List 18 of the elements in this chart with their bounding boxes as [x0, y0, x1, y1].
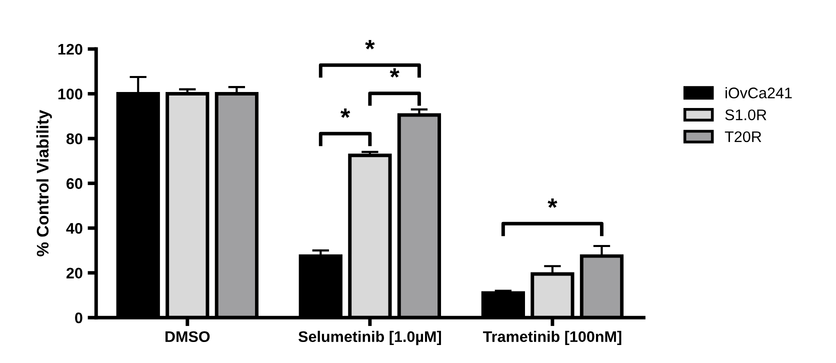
- annotation: *: [365, 40, 375, 50]
- y-tick-label: 0: [75, 312, 82, 324]
- y-tick-label: 20: [66, 268, 82, 279]
- annotation: *: [548, 198, 558, 208]
- x-tick-label: Trametinib [100nM]: [483, 330, 622, 346]
- y-tick-label: 40: [66, 222, 82, 234]
- y-tick-label: 80: [66, 133, 82, 144]
- x-tick-label: Selumetinib [1.0µM]: [298, 330, 441, 346]
- legend-label: S1.0R: [725, 109, 766, 120]
- y-axis-title: % Control Viability: [36, 110, 52, 256]
- y-tick-label: 120: [58, 44, 82, 55]
- legend-label: T20R: [724, 131, 762, 142]
- y-tick-label: 100: [58, 88, 82, 100]
- y-tick-label: 60: [66, 178, 82, 189]
- x-tick-label: DMSO: [166, 331, 210, 342]
- annotation: *: [340, 108, 350, 118]
- legend-label: iOvCa241: [726, 87, 792, 98]
- annotation: *: [390, 68, 400, 78]
